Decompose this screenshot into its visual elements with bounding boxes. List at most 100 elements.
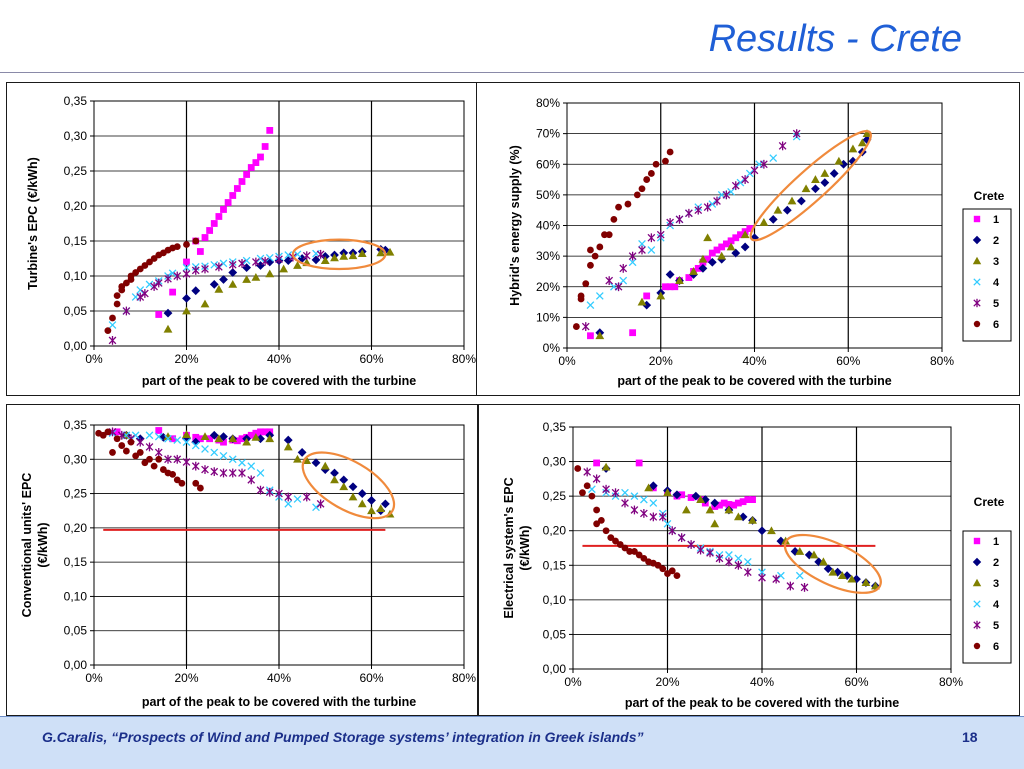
data-point xyxy=(861,578,871,586)
data-point xyxy=(348,482,358,492)
series-6 xyxy=(572,148,674,330)
legend-marker xyxy=(973,320,981,328)
data-point xyxy=(316,249,325,259)
data-point xyxy=(628,258,637,267)
legend-entry: 5 xyxy=(993,298,999,310)
data-point xyxy=(572,323,580,330)
data-point xyxy=(201,465,209,474)
data-point xyxy=(380,499,390,509)
data-point xyxy=(750,233,759,243)
data-point xyxy=(678,491,686,499)
data-point xyxy=(610,215,618,223)
data-point xyxy=(215,213,223,220)
x-axis-label: part of the peak to be covered with the … xyxy=(142,374,416,388)
data-point xyxy=(619,263,628,273)
data-point xyxy=(694,264,702,272)
y-axis-label: Hybrid's energy supply (%) xyxy=(508,145,522,306)
x-mark-stroke xyxy=(136,286,145,294)
data-point xyxy=(196,484,204,492)
data-point xyxy=(330,475,339,484)
data-point xyxy=(593,459,601,467)
data-point xyxy=(820,169,830,177)
data-point xyxy=(320,465,330,474)
data-point xyxy=(284,251,293,259)
data-point xyxy=(621,488,629,497)
data-point xyxy=(163,308,173,318)
series-5 xyxy=(108,249,325,345)
data-point xyxy=(583,467,592,477)
y-tick-label: 0,30 xyxy=(64,452,88,466)
data-point xyxy=(284,492,293,502)
data-point xyxy=(635,459,643,467)
chart-conventional-epc: 0,00 0,05 0,10 0,15 0,20 0,25 0,30 0,35 0% 20% 40%… xyxy=(20,418,476,709)
data-point xyxy=(704,255,712,263)
data-point xyxy=(811,184,820,194)
data-point xyxy=(183,241,190,248)
data-point xyxy=(109,314,116,322)
data-point xyxy=(265,434,275,443)
legend-box xyxy=(962,530,1012,664)
legend-entry: 5 xyxy=(993,620,999,632)
data-point xyxy=(658,512,667,522)
x-mark-stroke xyxy=(182,263,191,272)
x-mark-stroke xyxy=(640,495,648,504)
data-point xyxy=(182,306,191,315)
x-tick-label: 80% xyxy=(939,675,963,689)
x-mark-stroke xyxy=(649,499,658,507)
x-mark-stroke xyxy=(228,455,237,464)
legend-marker xyxy=(972,235,982,245)
data-point xyxy=(731,181,740,191)
data-point xyxy=(163,324,173,333)
data-point xyxy=(577,295,585,303)
data-point xyxy=(256,485,265,495)
data-point xyxy=(266,127,274,134)
data-point xyxy=(758,573,766,583)
x-mark-stroke xyxy=(628,258,637,267)
data-point xyxy=(247,164,255,171)
x-axis-label: part of the peak to be covered with the … xyxy=(625,696,899,710)
data-point xyxy=(698,254,708,263)
data-point xyxy=(297,448,307,457)
x-axis-label: part of the peak to be covered with the … xyxy=(142,695,416,709)
data-point xyxy=(745,169,754,178)
series-6 xyxy=(104,237,200,334)
y-tick-label: 0,15 xyxy=(543,558,567,572)
data-point xyxy=(118,442,126,449)
data-point xyxy=(795,571,804,580)
data-point xyxy=(210,260,219,269)
data-point xyxy=(630,505,639,515)
data-point xyxy=(206,435,214,443)
x-mark-stroke xyxy=(219,451,228,460)
x-mark-stroke xyxy=(242,256,251,265)
x-tick-label: 80% xyxy=(930,354,954,368)
data-point xyxy=(169,435,177,443)
data-point xyxy=(238,458,246,467)
data-point xyxy=(630,492,639,501)
x-mark-stroke xyxy=(638,240,646,248)
data-point xyxy=(252,159,260,166)
data-point xyxy=(691,491,701,501)
data-point xyxy=(178,479,186,487)
y-tick-label: 0,35 xyxy=(543,420,567,434)
legend-entry: 3 xyxy=(993,256,999,268)
data-point xyxy=(191,441,200,450)
data-point xyxy=(316,499,325,509)
y-axis-label-line: (€/kWh) xyxy=(36,522,50,567)
data-point xyxy=(640,509,648,518)
data-point xyxy=(715,553,724,563)
data-point xyxy=(192,433,200,441)
series-3 xyxy=(595,129,872,340)
data-point xyxy=(219,468,228,478)
data-point xyxy=(339,482,349,491)
x-mark-stroke xyxy=(769,154,778,162)
x-mark-stroke xyxy=(201,445,209,453)
data-point xyxy=(587,332,594,340)
legend-marker xyxy=(973,215,981,223)
x-mark-stroke xyxy=(145,431,154,440)
data-point xyxy=(265,269,275,278)
data-point xyxy=(633,191,641,199)
data-point xyxy=(242,437,252,446)
y-tick-label: 0,05 xyxy=(543,627,567,641)
data-point xyxy=(675,214,684,224)
x-tick-label: 60% xyxy=(844,675,868,689)
